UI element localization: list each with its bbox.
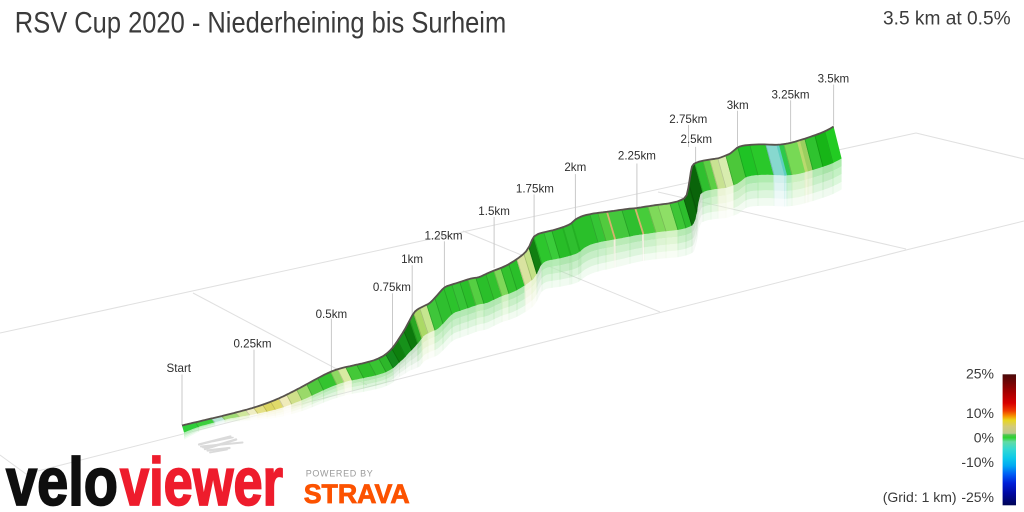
svg-text:STRAVA: STRAVA [304, 479, 410, 509]
svg-text:2.75km: 2.75km [669, 113, 707, 126]
svg-text:(Grid: 1 km): (Grid: 1 km) [883, 489, 957, 505]
svg-text:-10%: -10% [961, 454, 994, 470]
svg-text:1.25km: 1.25km [424, 229, 462, 242]
svg-text:POWERED BY: POWERED BY [306, 469, 374, 479]
svg-text:10%: 10% [966, 405, 994, 421]
svg-text:1.75km: 1.75km [516, 183, 554, 196]
svg-text:3.5km: 3.5km [818, 73, 850, 86]
svg-text:3.25km: 3.25km [771, 88, 809, 101]
svg-text:25%: 25% [966, 365, 994, 381]
svg-text:3.5 km at 0.5%: 3.5 km at 0.5% [883, 9, 1011, 30]
svg-text:3km: 3km [727, 99, 749, 112]
svg-text:RSV Cup 2020 - Niederheining b: RSV Cup 2020 - Niederheining bis Surheim [15, 7, 506, 40]
svg-text:2km: 2km [564, 161, 586, 174]
svg-text:0%: 0% [974, 429, 994, 445]
svg-text:0.25km: 0.25km [233, 337, 271, 350]
svg-text:Start: Start [167, 362, 192, 375]
svg-text:1km: 1km [401, 253, 423, 266]
svg-text:2.25km: 2.25km [618, 150, 656, 163]
svg-text:viewer: viewer [120, 444, 283, 512]
svg-text:-25%: -25% [961, 489, 994, 505]
svg-text:velo: velo [6, 444, 118, 512]
svg-text:1.5km: 1.5km [478, 205, 510, 218]
svg-text:0.5km: 0.5km [316, 308, 348, 321]
svg-text:0.75km: 0.75km [373, 281, 411, 294]
svg-text:2.5km: 2.5km [681, 133, 713, 146]
